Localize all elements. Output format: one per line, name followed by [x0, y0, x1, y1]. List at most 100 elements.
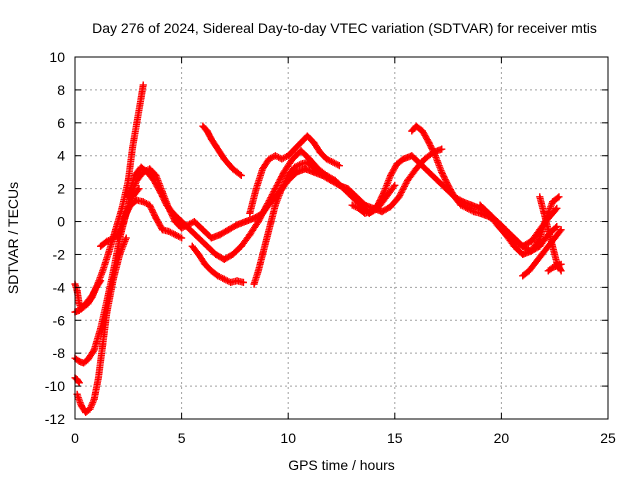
data-point	[361, 209, 369, 217]
data-point	[99, 341, 107, 349]
data-point	[82, 408, 90, 416]
plot-frame	[74, 56, 609, 420]
data-point	[557, 226, 565, 234]
data-point	[387, 203, 395, 211]
data-point	[214, 272, 222, 280]
data-point	[201, 260, 209, 268]
data-point	[519, 272, 527, 280]
data-point	[84, 356, 92, 364]
data-point	[412, 165, 420, 173]
data-point	[75, 306, 83, 314]
data-point	[207, 135, 215, 143]
series-arc-2	[71, 81, 147, 316]
grid	[74, 56, 609, 420]
data-point	[425, 139, 433, 147]
data-point	[75, 379, 83, 387]
x-tick-label: 20	[494, 430, 510, 446]
data-point	[75, 300, 83, 308]
y-tick-label: -4	[53, 279, 66, 295]
data-point	[271, 201, 279, 209]
data-point	[527, 237, 535, 245]
data-point	[431, 152, 439, 160]
data-point	[340, 185, 348, 193]
x-tick-label: 10	[280, 430, 296, 446]
data-point	[510, 242, 518, 250]
data-point	[216, 148, 224, 156]
data-point	[152, 214, 160, 222]
series-layer	[71, 81, 565, 416]
data-point	[378, 208, 386, 216]
y-tick-label: 8	[57, 82, 65, 98]
series-arc-12	[246, 132, 343, 217]
data-point	[291, 145, 299, 153]
data-point	[77, 402, 85, 410]
data-point	[99, 267, 107, 275]
data-point	[544, 226, 552, 234]
data-point	[158, 226, 166, 234]
series-arc-11	[250, 158, 331, 288]
data-point	[329, 158, 337, 166]
data-point	[103, 237, 111, 245]
data-point	[133, 119, 141, 127]
data-point	[540, 209, 548, 217]
data-point	[348, 201, 356, 209]
data-point	[278, 185, 286, 193]
y-tick-label: 4	[57, 148, 65, 164]
data-point	[284, 171, 292, 179]
data-point	[84, 300, 92, 308]
data-point	[97, 242, 105, 250]
data-point	[88, 293, 96, 301]
series-arc-18	[544, 260, 565, 275]
data-point	[419, 127, 427, 135]
y-tick-label: -10	[45, 378, 65, 394]
data-point	[493, 221, 501, 229]
series-arc-13	[348, 152, 561, 255]
data-point	[178, 224, 186, 232]
data-point	[538, 250, 546, 258]
data-point	[555, 193, 563, 201]
series-arc-4	[71, 374, 83, 387]
series-arc-8	[124, 147, 399, 263]
data-point	[425, 168, 433, 176]
data-point	[457, 201, 465, 209]
data-point	[335, 162, 343, 170]
data-point	[416, 160, 424, 168]
data-point	[90, 346, 98, 354]
data-point	[553, 262, 561, 270]
data-point	[549, 242, 557, 250]
data-point	[265, 155, 273, 163]
y-tick-label: 10	[49, 49, 65, 65]
series-arc-9	[199, 122, 245, 179]
data-point	[171, 231, 179, 239]
data-point	[301, 165, 309, 173]
data-point	[133, 196, 141, 204]
y-tick-label: 2	[57, 181, 65, 197]
data-point	[203, 242, 211, 250]
data-point	[195, 250, 203, 258]
chart-title: Day 276 of 2024, Sidereal Day-to-day VTE…	[92, 20, 597, 36]
series-arc-17	[536, 193, 565, 275]
data-point	[207, 267, 215, 275]
y-tick-label: -6	[53, 312, 66, 328]
x-tick-label: 5	[178, 430, 186, 446]
y-tick-label: -8	[53, 345, 66, 361]
data-point	[80, 303, 88, 311]
data-point	[438, 145, 446, 153]
series-arc-3	[71, 185, 143, 367]
data-point	[233, 277, 241, 285]
data-point	[227, 278, 235, 286]
data-point	[114, 234, 122, 242]
data-point	[242, 218, 250, 226]
series-arc-15	[476, 193, 563, 258]
data-point	[284, 152, 292, 160]
data-point	[536, 193, 544, 201]
data-point	[229, 165, 237, 173]
data-point	[267, 218, 275, 226]
data-point	[80, 359, 88, 367]
data-point	[316, 148, 324, 156]
data-point	[150, 176, 158, 184]
data-point	[271, 185, 279, 193]
data-point	[303, 158, 311, 166]
data-point	[233, 168, 241, 176]
